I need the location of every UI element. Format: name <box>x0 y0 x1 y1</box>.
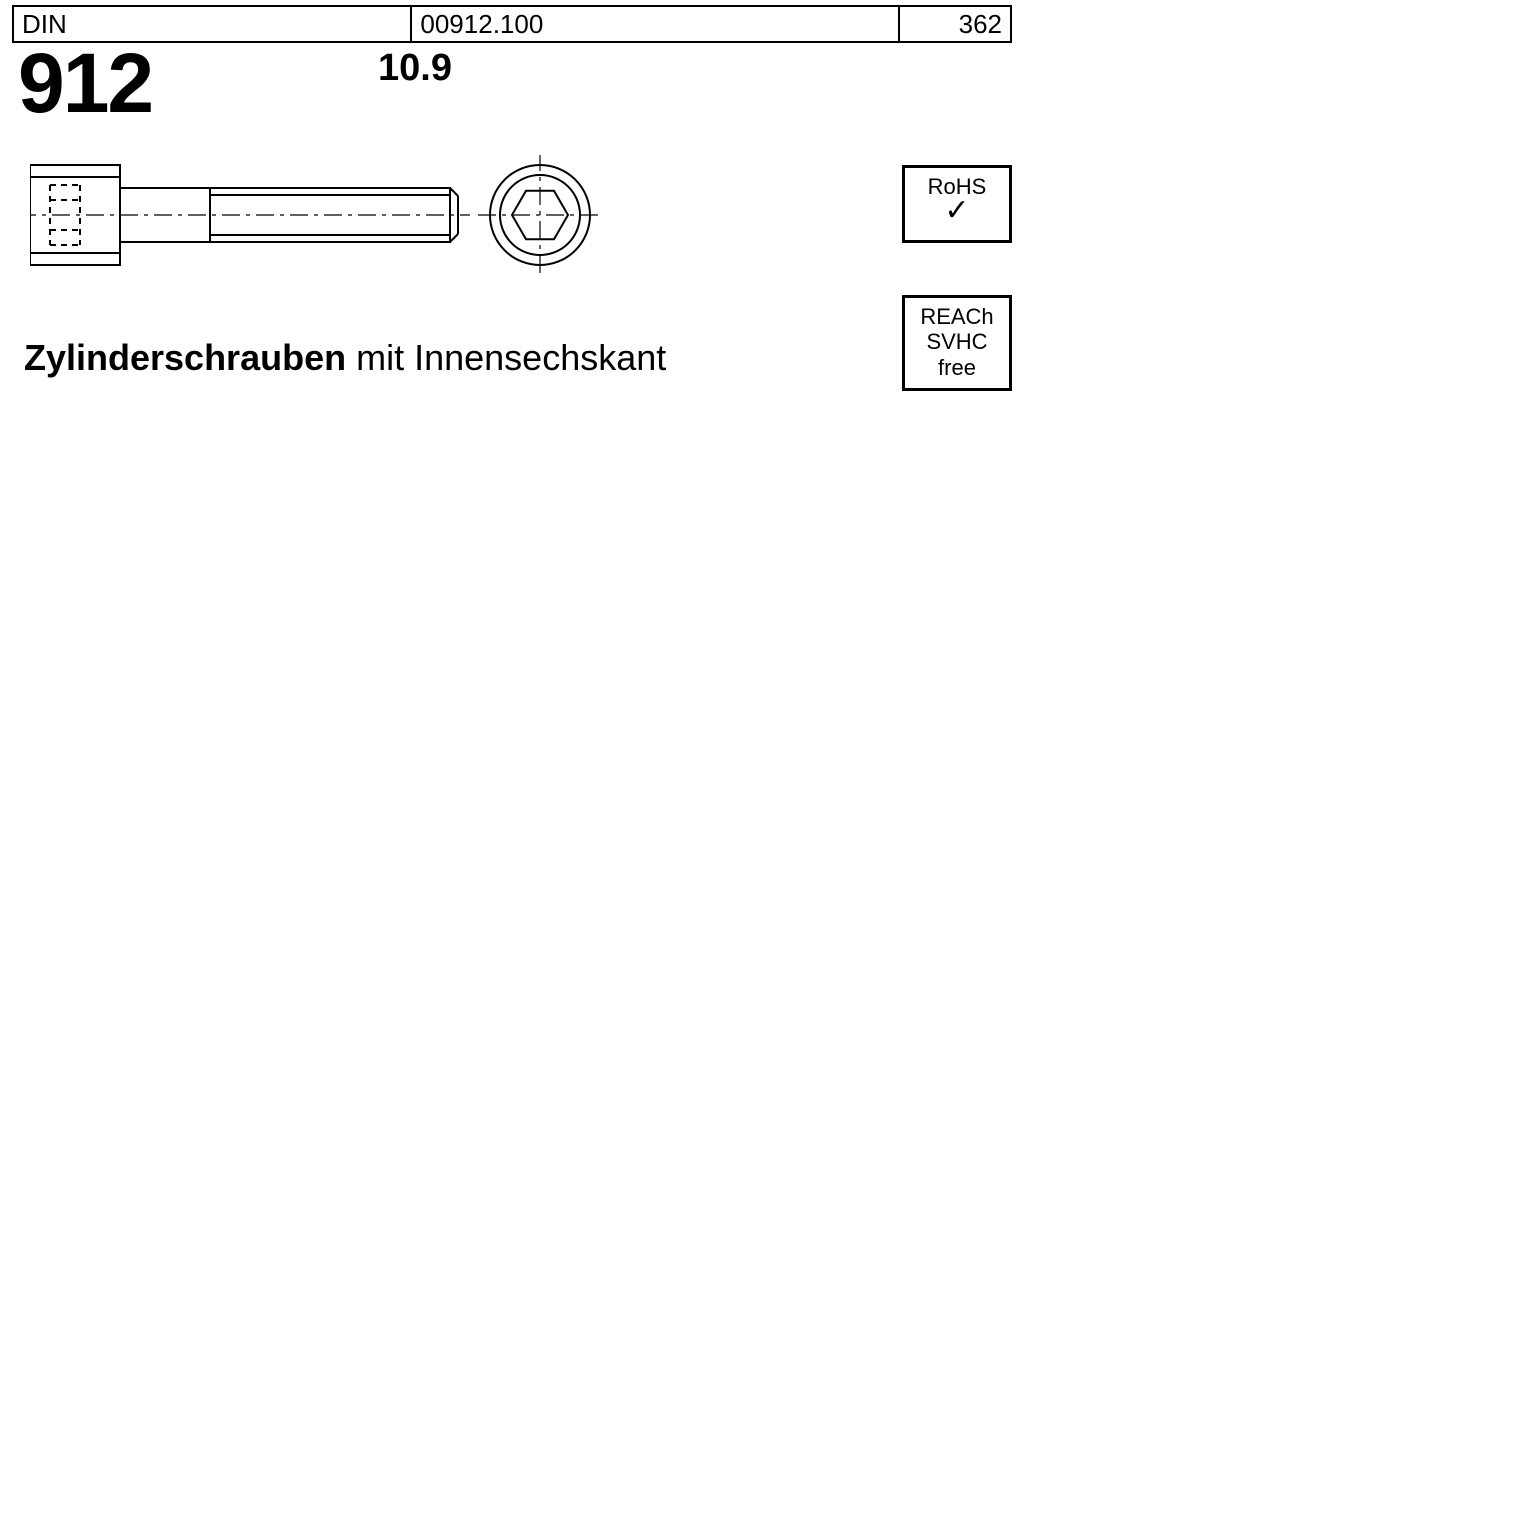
reach-line3: free <box>909 355 1005 380</box>
reach-line1: REACh <box>909 304 1005 329</box>
rohs-badge: RoHS ✓ <box>902 165 1012 243</box>
desc-light: mit Innensechskant <box>346 337 666 378</box>
header-col3-label: 362 <box>959 8 1002 40</box>
standard-number: 912 <box>12 41 1012 125</box>
reach-badge: REACh SVHC free <box>902 295 1012 391</box>
strength-grade: 10.9 <box>378 47 452 90</box>
bolt-drawing <box>30 155 630 285</box>
header-col2-label: 00912.100 <box>420 8 543 40</box>
check-icon: ✓ <box>909 199 1005 223</box>
reach-line2: SVHC <box>909 329 1005 354</box>
desc-bold: Zylinderschrauben <box>24 337 346 378</box>
header-row: DIN 00912.100 362 <box>12 5 1012 43</box>
header-col-code: 00912.100 <box>412 7 900 41</box>
header-col-page: 362 <box>900 7 1010 41</box>
product-description: Zylinderschrauben mit Innensechskant <box>24 337 666 379</box>
